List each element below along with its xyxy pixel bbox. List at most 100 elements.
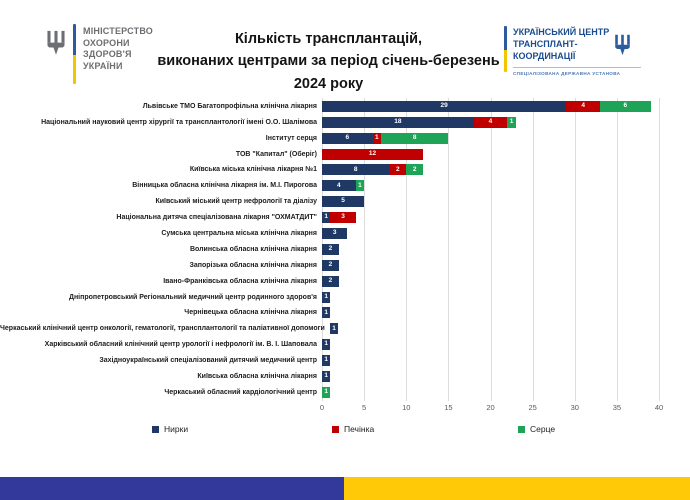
bar-track: 2 — [322, 259, 668, 271]
bar-segment: 1 — [322, 339, 331, 351]
bar-value-label: 1 — [324, 340, 329, 348]
bar-track: 5 — [322, 196, 668, 208]
category-label: Черкаський обласний кардіологічний центр — [164, 388, 317, 396]
x-axis-tick: 15 — [444, 403, 453, 413]
uctc-logo: УКРАЇНСЬКИЙ ЦЕНТР ТРАНСПЛАНТ- КООРДИНАЦІ… — [504, 26, 674, 76]
bar-track: 1 — [322, 355, 668, 367]
category-label: Чернівецька обласна клінічна лікарня — [184, 309, 317, 317]
bar-track: 1 — [322, 370, 668, 382]
bar-segment: 1 — [322, 212, 331, 224]
flag-stripe-yellow — [344, 477, 690, 500]
legend-label: Серце — [530, 424, 556, 435]
bar-track: 1 — [322, 386, 668, 398]
bar-segment: 12 — [322, 148, 424, 160]
bar-segment: 8 — [322, 164, 390, 176]
bar-track: 1 — [322, 307, 668, 319]
flag-divider — [504, 26, 507, 72]
bar-value-label: 8 — [412, 133, 417, 141]
flag-stripe-blue — [0, 477, 344, 500]
x-axis: 0 5 10 15 20 25 30 35 40 — [319, 400, 668, 416]
chart-title-line: 2024 року — [293, 75, 364, 92]
legend-label: Печінка — [344, 424, 375, 435]
gridline — [659, 98, 660, 401]
bar-segment: 1 — [329, 323, 339, 335]
category-label: Західноукраїнський спеціалізований дитяч… — [99, 357, 317, 365]
bar-track: 1 — [322, 291, 668, 303]
bar-value-label: 1 — [358, 181, 362, 189]
bar-value-label: 1 — [324, 356, 329, 364]
ministry-logo: МІНІСТЕРСТВО ОХОРОНИ ЗДОРОВ'Я УКРАЇНИ — [46, 24, 153, 84]
chart-row: Київська міська клінічна лікарня №1 8 2 2 — [0, 162, 690, 178]
chart-row: ТОВ "Капитал" (Оберіг) 12 — [0, 146, 690, 162]
uctc-name-line: КООРДИНАЦІЇ — [513, 51, 576, 62]
ministry-name-line: ЗДОРОВ'Я — [83, 49, 132, 60]
chart-title: Кількість трансплантацій, виконаних цент… — [153, 24, 504, 95]
bar-segment: 2 — [322, 275, 339, 287]
bar-value-label: 6 — [623, 102, 628, 110]
bar-segment: 1 — [355, 180, 365, 192]
bar-segment: 3 — [322, 227, 348, 239]
category-label: Харківський обласний клінічний центр уро… — [44, 341, 317, 349]
ministry-name-line: МІНІСТЕРСТВО — [83, 26, 154, 36]
bar-segment: 8 — [380, 132, 449, 144]
uctc-subtitle: СПЕЦІАЛІЗОВАНА ДЕРЖАВНА УСТАНОВА — [513, 67, 641, 76]
flag-divider — [73, 24, 76, 84]
bar-segment: 4 — [473, 116, 508, 128]
bar-value-label: 1 — [324, 308, 329, 316]
bar-value-label: 4 — [337, 181, 341, 189]
chart-row: Інститут серця 6 1 8 — [0, 130, 690, 146]
trident-icon — [614, 34, 631, 62]
category-label: Національна дитяча спеціалізована лікарн… — [116, 214, 317, 222]
transplant-bar-chart: Львівське ТМО Багатопрофільна клінічна л… — [0, 98, 690, 416]
category-label: Львівське ТМО Багатопрофільна клінічна л… — [142, 102, 317, 110]
bar-value-label: 1 — [324, 292, 329, 300]
uctc-name: УКРАЇНСЬКИЙ ЦЕНТР ТРАНСПЛАНТ- КООРДИНАЦІ… — [513, 26, 609, 62]
flag-stripe — [0, 477, 690, 500]
x-axis-tick: 40 — [654, 403, 664, 413]
chart-row: Київський міський центр нефрології та ді… — [0, 194, 690, 210]
x-axis-tick: 20 — [486, 403, 495, 413]
bar-value-label: 18 — [394, 117, 402, 125]
bar-segment: 1 — [372, 132, 381, 144]
x-axis-tick: 10 — [402, 403, 411, 413]
chart-row: Чернівецька обласна клінічна лікарня 1 — [0, 305, 690, 321]
bar-segment: 2 — [322, 259, 339, 271]
bar-track: 2 — [322, 275, 668, 287]
category-label: Черкаський клінічний центр онкології, ге… — [0, 325, 325, 333]
x-axis-tick: 5 — [362, 403, 367, 413]
legend-swatch — [518, 425, 525, 433]
bar-segment: 4 — [566, 100, 600, 112]
category-label: Київська міська клінічна лікарня №1 — [189, 166, 317, 174]
bar-value-label: 1 — [324, 388, 329, 396]
chart-row: Черкаський обласний кардіологічний центр… — [0, 384, 690, 400]
uctc-name-line: УКРАЇНСЬКИЙ ЦЕНТР — [513, 27, 610, 37]
ministry-name-line: ОХОРОНИ — [83, 37, 130, 48]
legend-item-kidneys: Нирки — [152, 424, 188, 434]
legend-item-heart: Серце — [518, 424, 555, 434]
bar-segment: 5 — [322, 196, 365, 208]
bar-value-label: 2 — [328, 261, 333, 268]
gridline — [448, 98, 450, 401]
legend-label: Нирки — [164, 424, 189, 435]
bar-value-label: 4 — [488, 117, 493, 125]
bar-value-label: 2 — [412, 165, 417, 173]
x-axis-tick: 30 — [570, 403, 579, 413]
bar-track: 8 2 2 — [322, 164, 668, 176]
legend-swatch — [152, 425, 159, 433]
x-axis-tick: 25 — [528, 403, 537, 413]
bar-value-label: 29 — [440, 102, 448, 110]
legend-item-liver: Печінка — [332, 424, 374, 434]
chart-row: Західноукраїнський спеціалізований дитяч… — [0, 353, 690, 369]
chart-row: Вінницька обласна клінічна лікарня ім. М… — [0, 178, 690, 194]
bar-track: 3 — [322, 227, 668, 239]
bar-value-label: 1 — [374, 133, 379, 141]
x-axis-tick: 0 — [319, 403, 325, 413]
bar-segment: 1 — [322, 355, 331, 367]
bar-segment: 1 — [322, 370, 331, 382]
bar-value-label: 3 — [332, 229, 337, 237]
trident-icon — [46, 30, 66, 62]
category-label: Запорізька обласна клінічна лікарня — [189, 261, 317, 269]
bar-segment: 2 — [389, 164, 407, 176]
